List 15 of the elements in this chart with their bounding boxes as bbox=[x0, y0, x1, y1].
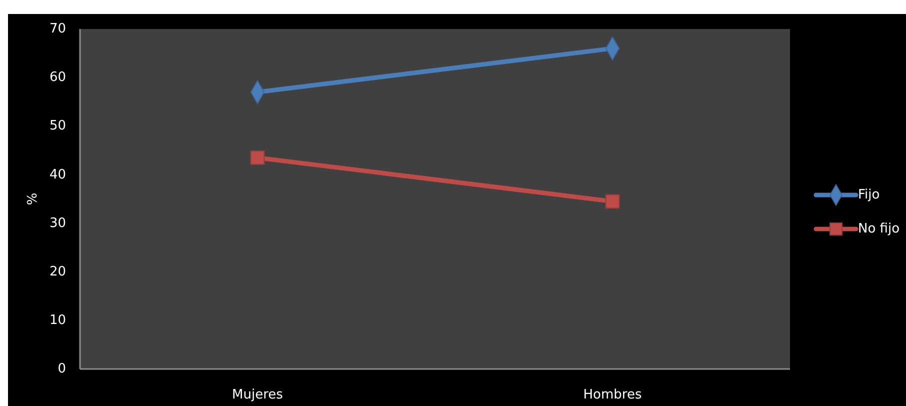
legend-label: Fijo bbox=[858, 188, 880, 203]
legend-label: No fijo bbox=[858, 222, 900, 237]
y-tick-label: 40 bbox=[49, 167, 66, 182]
y-tick-label: 0 bbox=[58, 362, 66, 377]
point bbox=[250, 150, 265, 165]
x-tick-label: Hombres bbox=[583, 388, 642, 403]
y-tick-label: 10 bbox=[49, 312, 66, 328]
point bbox=[605, 194, 620, 209]
y-tick-label: 60 bbox=[49, 70, 66, 86]
y-tick-label: 30 bbox=[49, 216, 66, 231]
y-tick-label: 70 bbox=[49, 22, 66, 37]
x-tick-label: Mujeres bbox=[232, 388, 284, 403]
y-tick-label: 50 bbox=[49, 118, 66, 134]
y-axis-title: % bbox=[26, 192, 41, 206]
y-tick-label: 20 bbox=[49, 264, 66, 280]
